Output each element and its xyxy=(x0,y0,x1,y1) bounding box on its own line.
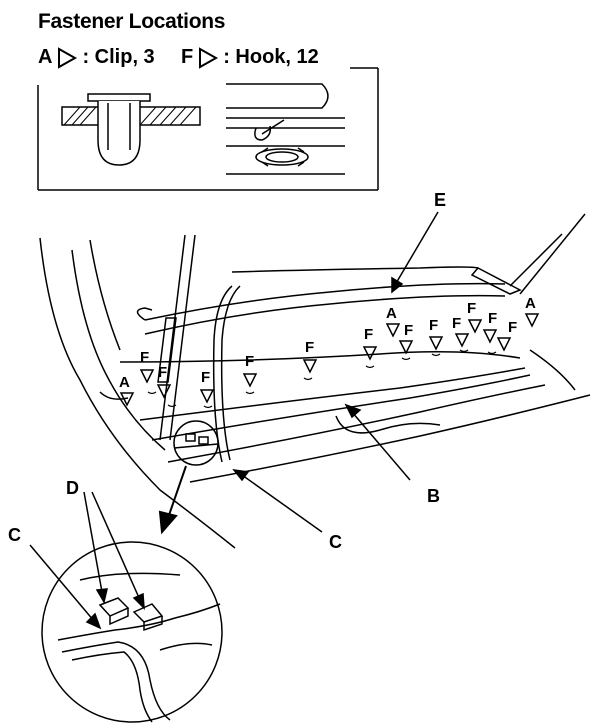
fastener-f-triangle xyxy=(398,340,414,355)
hook-symbols xyxy=(147,349,497,409)
fastener-f-triangle xyxy=(242,373,258,388)
fastener-a-triangle xyxy=(524,313,540,328)
fastener-a-triangle xyxy=(385,323,401,338)
callout-d: D xyxy=(66,478,79,498)
callout-b: B xyxy=(427,486,440,506)
fastener-f-triangle xyxy=(199,389,215,404)
fastener-f-triangle xyxy=(139,369,155,384)
fastener-a-label: A xyxy=(386,305,397,322)
fastener-marker-a: A xyxy=(119,374,135,407)
fastener-marker-f: F xyxy=(452,315,470,348)
fastener-f-label: F xyxy=(467,300,476,317)
hook-illustration xyxy=(226,83,345,175)
fastener-f-label: F xyxy=(364,326,373,343)
fastener-a-label: A xyxy=(119,374,130,391)
fastener-f-triangle xyxy=(467,319,483,334)
fastener-f-triangle xyxy=(302,359,318,374)
fastener-a-label: A xyxy=(525,295,536,312)
fastener-marker-f: F xyxy=(199,369,215,404)
legend-hook: F : Hook, 12 xyxy=(181,46,319,69)
fastener-marker-f: F xyxy=(467,300,483,334)
fastener-marker-f: F xyxy=(362,326,378,361)
legend-clip-letter: A xyxy=(38,46,53,68)
legend-hook-letter: F xyxy=(181,46,194,68)
detail-arrow xyxy=(158,465,187,535)
fastener-f-label: F xyxy=(429,317,438,334)
fastener-f-triangle xyxy=(482,329,498,344)
fastener-f-label: F xyxy=(140,349,149,366)
fastener-marker-f: F xyxy=(482,310,498,344)
fastener-f-label: F xyxy=(404,322,413,339)
diagram-heading: Fastener Locations xyxy=(38,10,226,33)
hook-triangle-icon xyxy=(199,46,219,69)
fastener-f-label: F xyxy=(305,339,314,356)
fastener-marker-a: A xyxy=(385,305,401,338)
legend-hook-text: : Hook, 12 xyxy=(223,46,319,68)
legend-clip-text: : Clip, 3 xyxy=(82,46,155,68)
fastener-f-label: F xyxy=(452,315,461,332)
fastener-marker-f: F xyxy=(302,339,318,374)
fastener-f-label: F xyxy=(158,364,167,381)
fastener-marker-f: F xyxy=(139,349,155,384)
fastener-f-triangle xyxy=(428,336,444,351)
fastener-a-triangle xyxy=(119,392,135,407)
inset-frame xyxy=(37,67,379,191)
detail-magnified xyxy=(41,541,223,723)
fastener-f-triangle xyxy=(156,384,172,399)
fastener-f-label: F xyxy=(201,369,210,386)
fastener-f-label: F xyxy=(488,310,497,327)
callout-c-detail: C xyxy=(8,525,21,545)
fastener-marker-f: F xyxy=(398,322,414,355)
fastener-marker-a: A xyxy=(524,295,540,328)
callout-e: E xyxy=(434,190,446,210)
fastener-f-label: F xyxy=(508,319,517,336)
fastener-marker-f: F xyxy=(496,319,517,352)
callout-c-main: C xyxy=(329,532,342,552)
callout-leaders xyxy=(29,211,439,630)
fastener-f-triangle xyxy=(454,333,470,348)
clip-illustration xyxy=(61,93,201,166)
fastener-marker-f: F xyxy=(242,353,258,388)
clip-triangle-icon xyxy=(58,46,78,69)
fastener-f-triangle xyxy=(362,346,378,361)
fastener-f-label: F xyxy=(245,353,254,370)
detail-source-circle xyxy=(173,420,219,466)
fastener-f-triangle xyxy=(496,337,512,352)
legend-clip: A : Clip, 3 xyxy=(38,46,155,69)
fastener-marker-f: F xyxy=(428,317,444,351)
fastener-marker-f: F xyxy=(156,364,172,399)
